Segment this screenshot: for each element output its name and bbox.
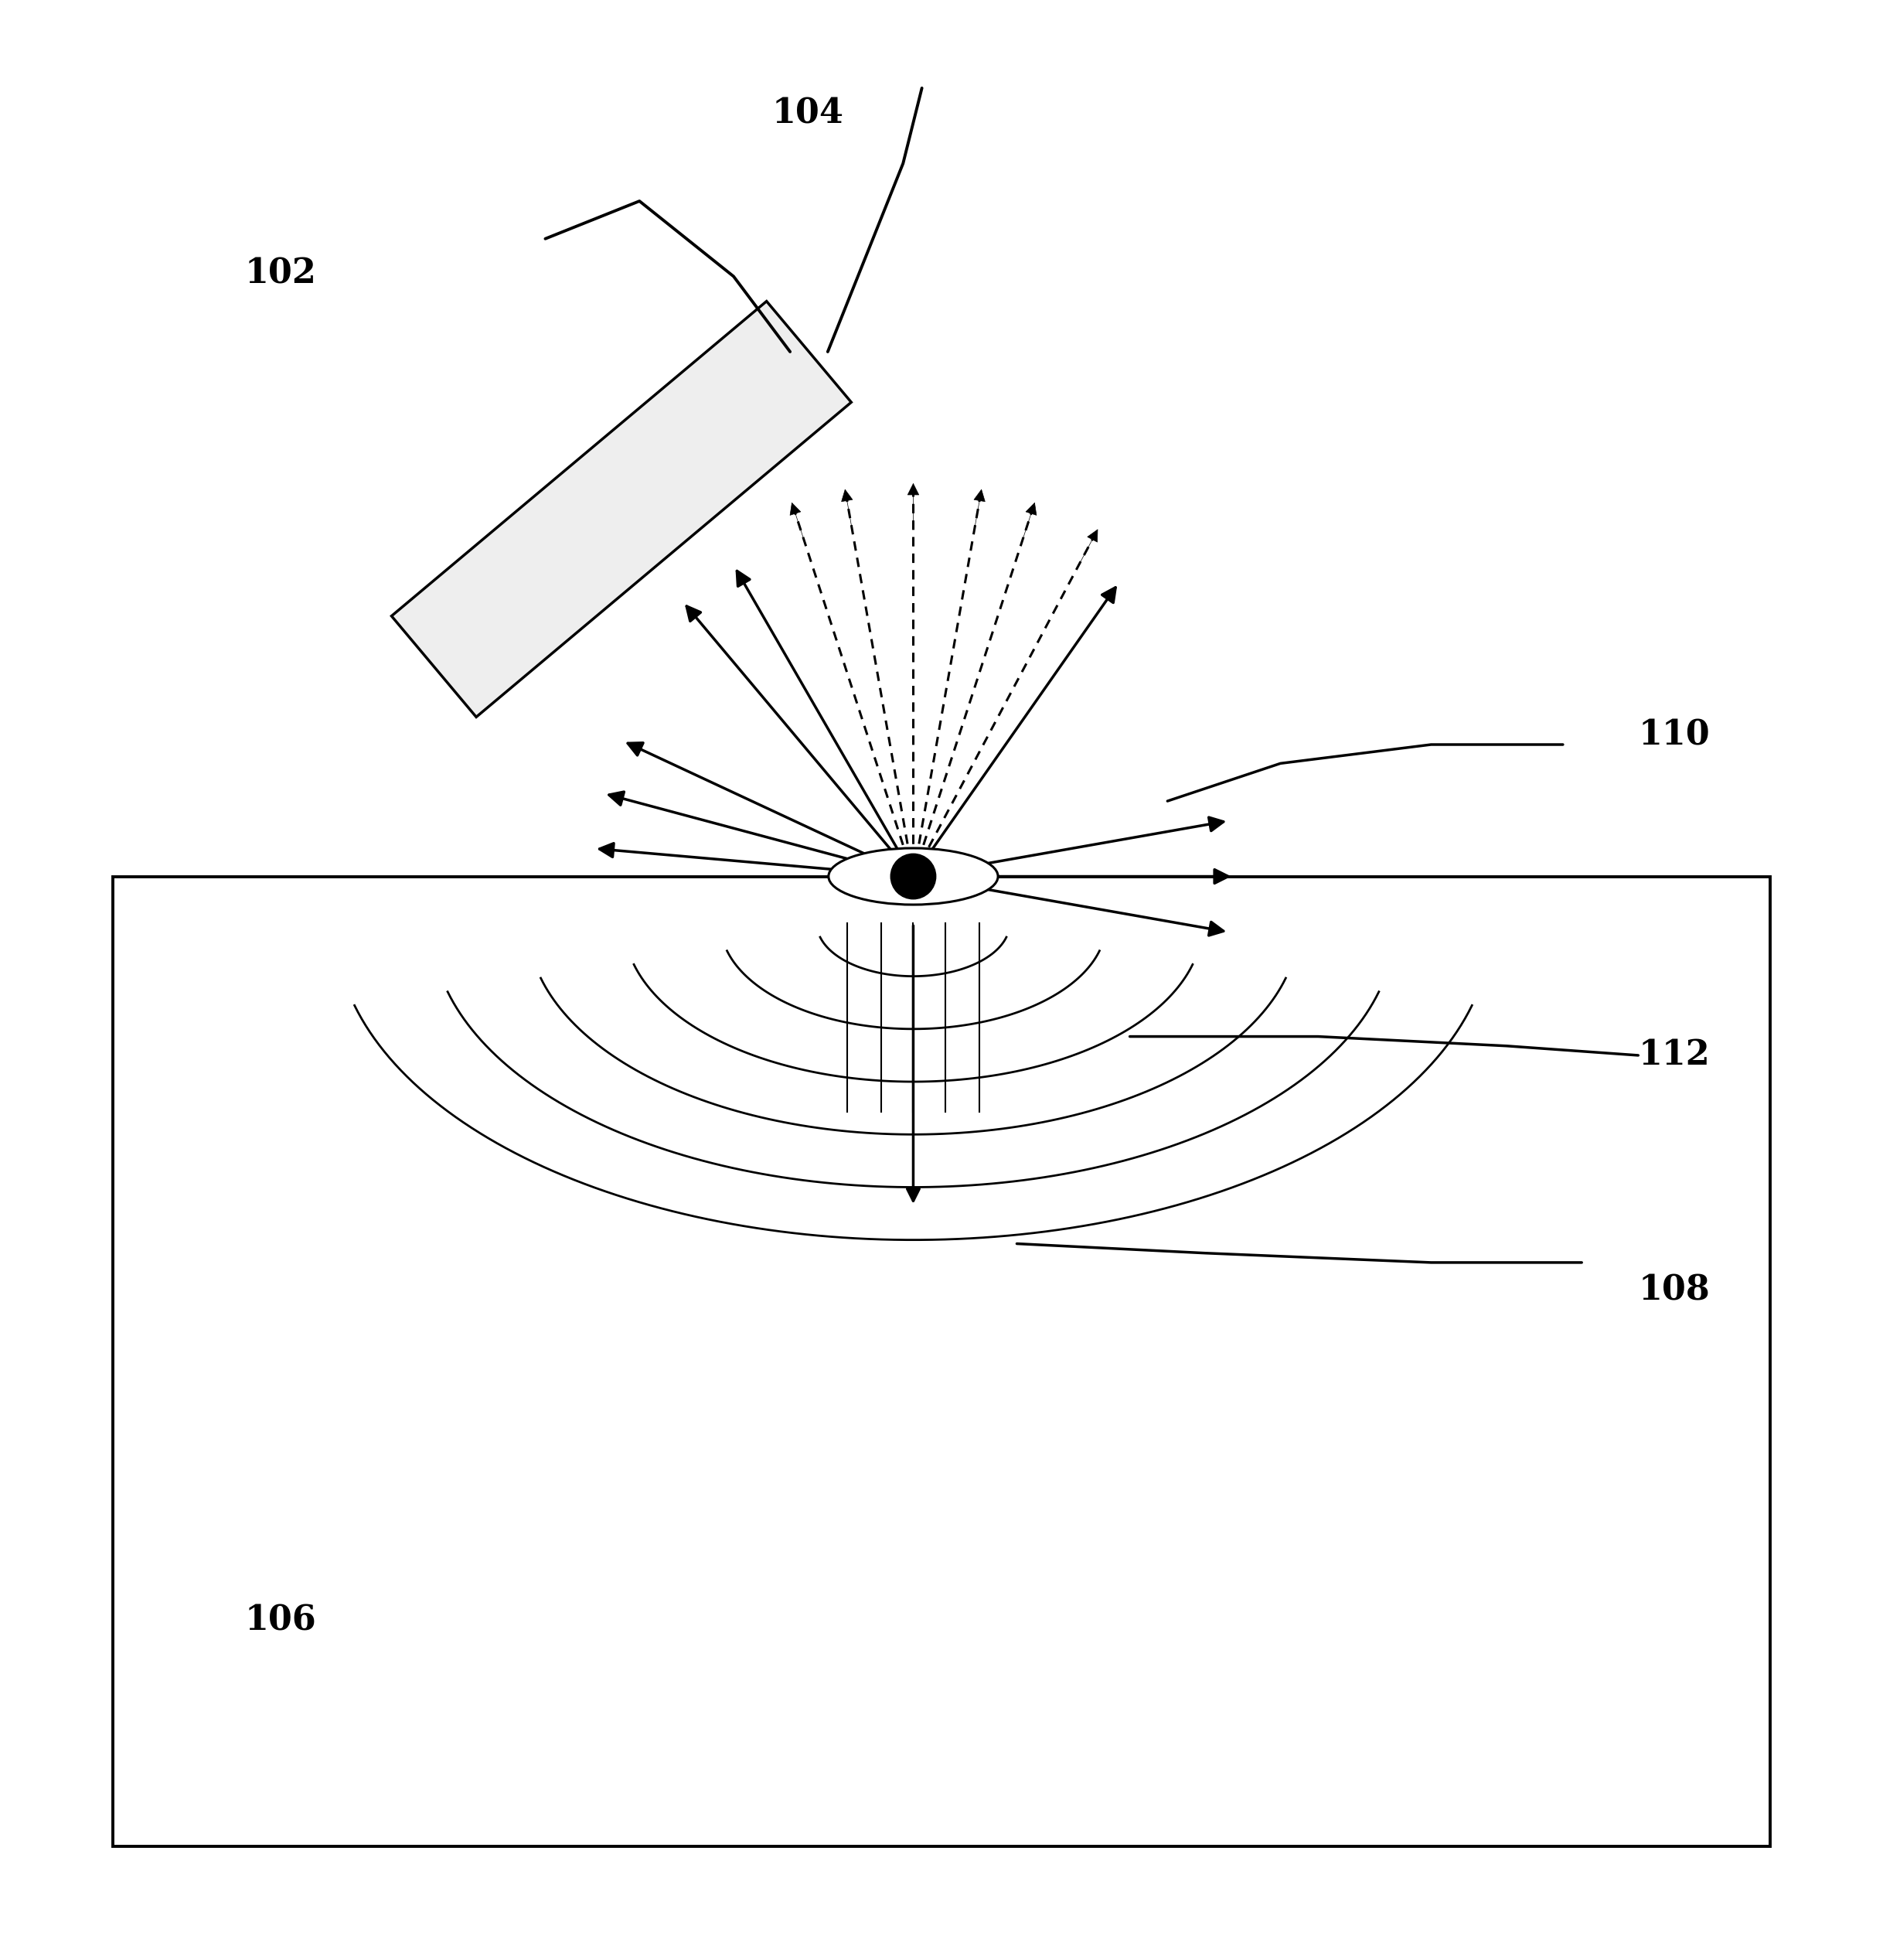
Text: 104: 104 [772,96,844,129]
Text: 108: 108 [1638,1274,1710,1307]
Text: 106: 106 [245,1603,316,1637]
Bar [113,876,1770,1846]
Text: 112: 112 [1638,1039,1710,1072]
Circle shape [891,855,936,900]
Text: 110: 110 [1638,719,1710,753]
Text: 102: 102 [245,257,316,290]
Bar [392,302,851,717]
Ellipse shape [829,849,998,906]
